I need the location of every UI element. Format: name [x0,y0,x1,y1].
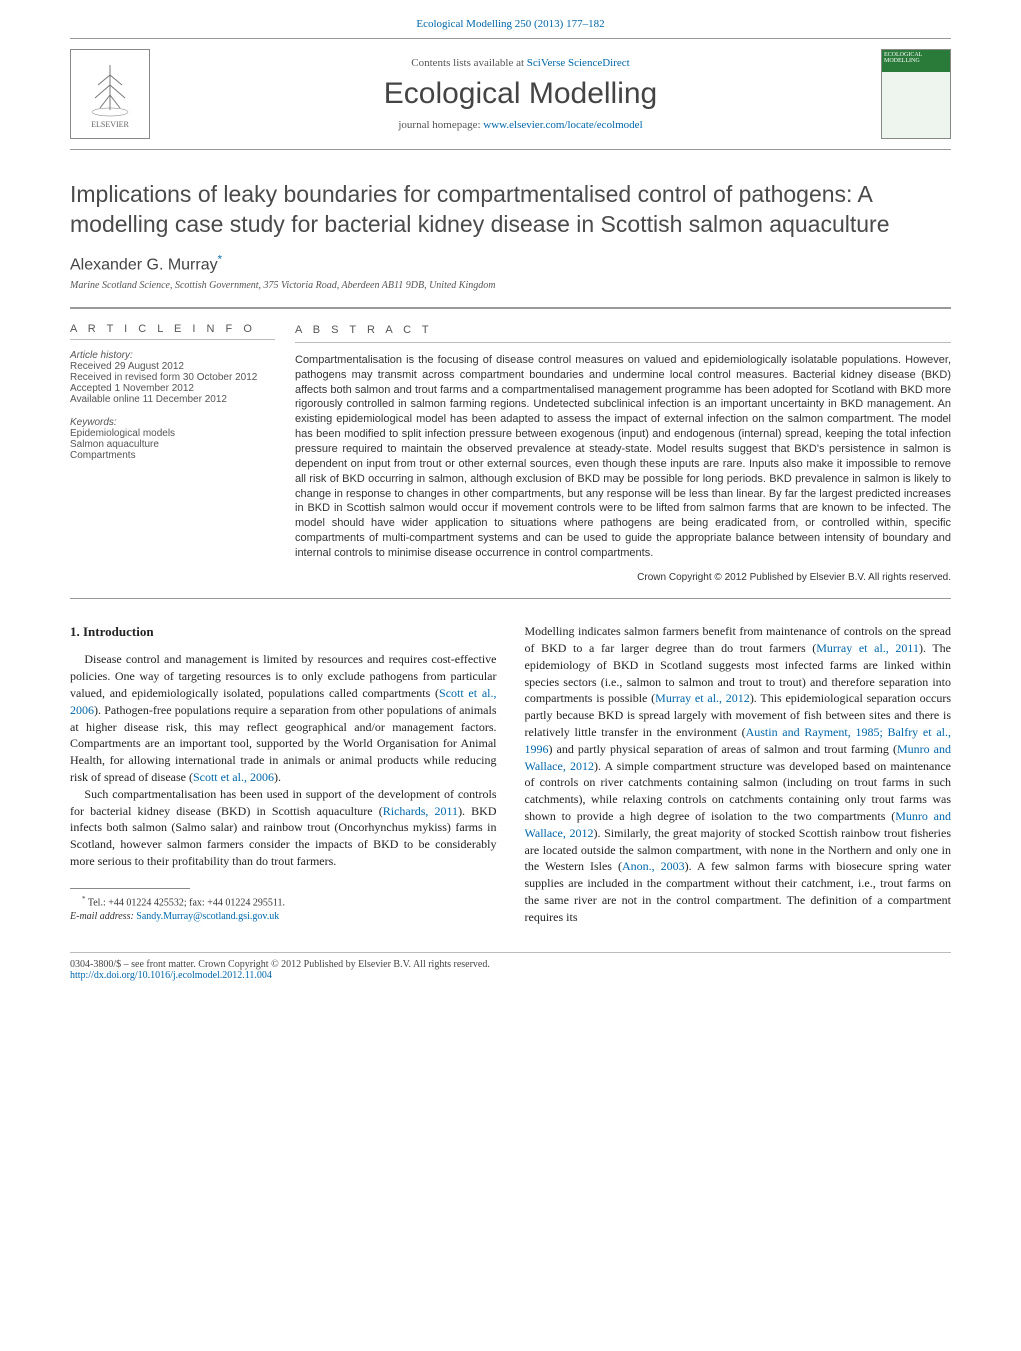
body-paragraph: Such compartmentalisation has been used … [70,786,497,870]
keywords-label: Keywords: [70,417,275,428]
citation-link[interactable]: Anon., 2003 [622,859,685,873]
contents-available-line: Contents lists available at SciVerse Sci… [160,57,881,69]
contents-prefix: Contents lists available at [411,57,526,69]
email-label: E-mail address: [70,911,136,922]
masthead-center: Contents lists available at SciVerse Sci… [160,57,881,131]
body-paragraph: Disease control and management is limite… [70,651,497,785]
journal-homepage-line: journal homepage: www.elsevier.com/locat… [160,119,881,131]
journal-cover-thumbnail: ECOLOGICAL MODELLING [881,49,951,139]
footer-copyright: 0304-3800/$ – see front matter. Crown Co… [70,959,951,970]
page-footer: 0304-3800/$ – see front matter. Crown Co… [70,952,951,981]
author-affiliation: Marine Scotland Science, Scottish Govern… [70,280,951,291]
citation-link[interactable]: Murray et al., 2011 [816,641,919,655]
info-abstract-row: a r t i c l e i n f o Article history: R… [70,308,951,599]
abstract-heading: a b s t r a c t [295,323,951,343]
abstract-panel: a b s t r a c t Compartmentalisation is … [295,323,951,584]
author-email-link[interactable]: Sandy.Murray@scotland.gsi.gov.uk [136,911,279,922]
footnote-separator [70,888,190,889]
body-column-left: 1. Introduction Disease control and mana… [70,623,497,925]
keywords-block: Keywords: Epidemiological models Salmon … [70,417,275,461]
body-paragraph: Modelling indicates salmon farmers benef… [525,623,952,925]
abstract-copyright: Crown Copyright © 2012 Published by Else… [295,571,951,585]
online-date: Available online 11 December 2012 [70,394,275,405]
homepage-prefix: journal homepage: [398,119,483,131]
journal-reference-line: Ecological Modelling 250 (2013) 177–182 [0,0,1021,38]
author-marker: * [218,254,222,266]
publisher-logo: ELSEVIER [70,49,160,139]
masthead: ELSEVIER Contents lists available at Sci… [0,39,1021,149]
author-line: Alexander G. Murray* [70,254,951,274]
received-date: Received 29 August 2012 [70,361,275,372]
keyword: Epidemiological models [70,428,275,439]
article-info-panel: a r t i c l e i n f o Article history: R… [70,323,295,584]
section-heading: 1. Introduction [70,623,497,641]
history-label: Article history: [70,350,275,361]
article-history-block: Article history: Received 29 August 2012… [70,350,275,405]
citation-link[interactable]: Richards, 2011 [383,804,458,818]
keyword: Compartments [70,450,275,461]
article-body: 1. Introduction Disease control and mana… [70,623,951,925]
journal-name: Ecological Modelling [160,77,881,111]
journal-homepage-link[interactable]: www.elsevier.com/locate/ecolmodel [483,119,642,131]
revised-date: Received in revised form 30 October 2012 [70,372,275,383]
accepted-date: Accepted 1 November 2012 [70,383,275,394]
divider [70,149,951,150]
doi-link[interactable]: http://dx.doi.org/10.1016/j.ecolmodel.20… [70,970,272,981]
corresponding-author-link[interactable]: * [218,256,222,273]
section-title: Introduction [83,624,154,639]
publisher-name: ELSEVIER [91,120,129,129]
article-info-heading: a r t i c l e i n f o [70,323,275,340]
journal-ref-link[interactable]: Ecological Modelling 250 (2013) 177–182 [416,18,604,30]
elsevier-tree-icon: ELSEVIER [70,49,150,139]
abstract-text: Compartmentalisation is the focusing of … [295,353,951,561]
sciencedirect-link[interactable]: SciVerse ScienceDirect [527,57,630,69]
keyword: Salmon aquaculture [70,439,275,450]
body-column-right: Modelling indicates salmon farmers benef… [525,623,952,925]
citation-link[interactable]: Scott et al., 2006 [193,770,274,784]
cover-label: ECOLOGICAL MODELLING [884,52,922,64]
corresponding-author-footnote: * Tel.: +44 01224 425532; fax: +44 01224… [70,895,497,924]
section-number: 1. [70,624,80,639]
footnote-tel: Tel.: +44 01224 425532; fax: +44 01224 2… [86,897,285,908]
article-title: Implications of leaky boundaries for com… [70,180,951,240]
citation-link[interactable]: Murray et al., 2012 [655,691,750,705]
author-name: Alexander G. Murray [70,256,218,273]
